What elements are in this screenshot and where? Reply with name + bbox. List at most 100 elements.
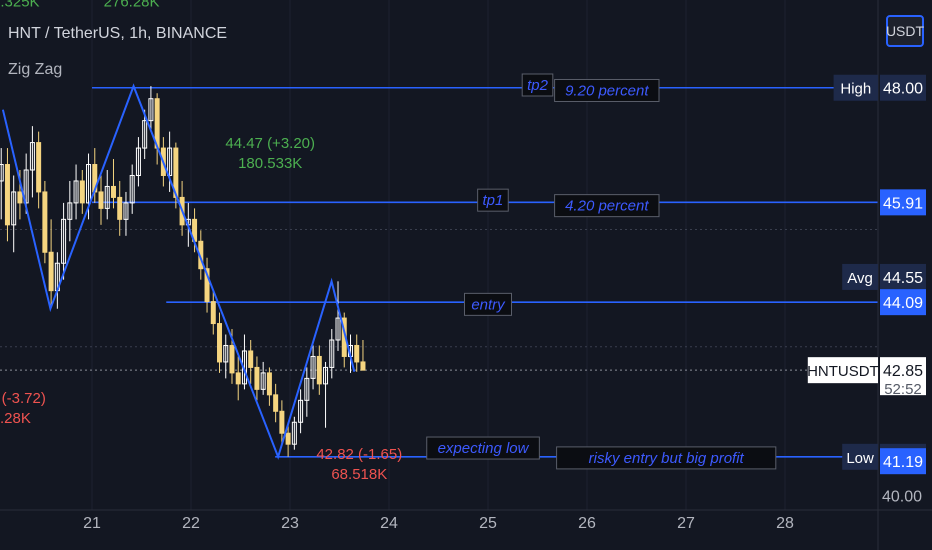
candle (354, 334, 360, 372)
annotation-box[interactable]: tp1 (477, 188, 509, 212)
candle-body (11, 191, 17, 226)
price-tag-label: Avg (847, 270, 873, 287)
candle (4, 148, 10, 242)
price-value-label: 44.09 (883, 295, 923, 312)
candle-body (29, 142, 35, 171)
pivot-volume-label: 8.325K (0, 0, 40, 10)
price-value-bg (880, 357, 926, 396)
candles (0, 86, 366, 457)
candle-body (36, 142, 42, 193)
symbol-title: HNT / TetherUS, 1h, BINANCE (8, 25, 228, 42)
price-tick-label: 40.00 (882, 488, 922, 505)
annotation-text: entry (471, 296, 506, 313)
candle-body (0, 164, 4, 182)
price-level-marker[interactable]: 48.00 High (833, 74, 926, 101)
annotation-text: expecting low (438, 440, 530, 457)
zigzag-line (1, 83, 356, 460)
price-level-marker[interactable]: 41.19 (880, 448, 926, 475)
price-value-label: 42.85 (883, 363, 923, 380)
pivot-volume-label: 276.28K (104, 0, 160, 10)
candle (29, 126, 35, 198)
price-value-label: 41.19 (883, 454, 923, 471)
candle-body (248, 350, 254, 368)
candle (135, 137, 141, 187)
annotation-box[interactable]: risky entry but big profit (556, 446, 777, 470)
indicator-name[interactable]: Zig Zag (8, 61, 63, 78)
candle (210, 290, 216, 335)
candle (360, 340, 366, 371)
price-value-bg (880, 74, 926, 101)
annotation-bg (521, 73, 554, 97)
annotation-bg (477, 188, 509, 212)
candle (167, 131, 173, 192)
candle (48, 219, 54, 308)
candle (335, 281, 341, 351)
candle-body (360, 361, 366, 371)
candle-body (335, 317, 341, 341)
price-tag-label: HNTUSDT (807, 363, 879, 380)
currency-button[interactable]: USDT (886, 15, 924, 47)
candle-body (17, 191, 23, 204)
candle-body (129, 174, 135, 204)
candle-body (148, 98, 154, 122)
time-tick-label: 23 (281, 515, 299, 532)
price-value-label: 48.00 (883, 81, 923, 98)
candle-body (235, 372, 241, 385)
candle (36, 131, 42, 209)
annotation-bg (554, 78, 660, 102)
annotation-box[interactable]: 4.20 percent (554, 194, 660, 218)
candle-body (48, 251, 54, 292)
price-tag-bg (807, 357, 878, 384)
candle-body (279, 410, 285, 434)
price-tag-bg (842, 443, 878, 470)
annotation-text: tp1 (483, 192, 504, 209)
annotation-text: 4.20 percent (565, 198, 649, 215)
price-level-marker[interactable]: 44.55 Avg (842, 263, 926, 290)
annotation-bg (554, 194, 660, 218)
candle-body (110, 185, 116, 198)
candle-body (61, 218, 67, 264)
pivot-volume-label: 170.28K (0, 410, 31, 427)
annotation-box[interactable]: expecting low (426, 436, 540, 460)
candle-body (123, 202, 129, 220)
candle-body (298, 399, 304, 423)
time-tick-label: 22 (182, 515, 200, 532)
annotation-box[interactable]: entry (464, 292, 512, 316)
price-level-marker[interactable]: 45.91 (880, 189, 926, 216)
candle (223, 334, 229, 379)
candle (173, 142, 179, 209)
candle (73, 164, 79, 220)
annotation-box[interactable]: 9.20 percent (554, 78, 660, 102)
candle (323, 361, 329, 428)
candle (316, 345, 322, 395)
candle (148, 86, 154, 132)
candle-body (67, 202, 73, 220)
candle-body (260, 372, 266, 390)
annotation-text: tp2 (527, 77, 549, 94)
candle-body (285, 432, 291, 445)
time-tick-label: 25 (479, 515, 497, 532)
candle-body (210, 301, 216, 325)
candle (266, 367, 272, 406)
candle-body (229, 344, 235, 374)
time-tick-label: 26 (578, 515, 596, 532)
annotation-box[interactable]: tp2 (521, 73, 554, 97)
candle (117, 180, 123, 236)
time-axis[interactable]: 21 22 23 24 25 26 27 28 (83, 515, 794, 532)
price-tag-bg (842, 263, 878, 290)
candle-body (86, 164, 92, 204)
annotation-text: risky entry but big profit (589, 450, 745, 467)
candle-body (104, 185, 110, 209)
candle (273, 383, 279, 423)
price-level-marker[interactable]: 44.09 (880, 289, 926, 316)
candle (67, 180, 73, 242)
price-axis[interactable]: 40.00 48.00 High 45.91 44.55 Avg 44.09 42.8552:… (807, 74, 926, 506)
candle (110, 159, 116, 209)
candle (79, 170, 85, 214)
candle (329, 329, 335, 379)
